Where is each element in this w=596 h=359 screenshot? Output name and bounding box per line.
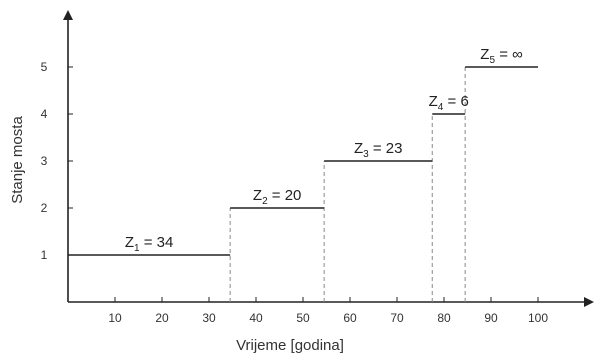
y-tick-label: 1 — [41, 248, 48, 262]
y-tick-label: 5 — [41, 60, 48, 74]
x-tick-label: 50 — [296, 311, 310, 325]
step-labels: Z1 = 34 Z2 = 20 Z3 = 23 Z4 = 6 Z5 = ∞ — [125, 46, 523, 254]
step-label: Z1 = 34 — [125, 234, 174, 254]
x-tick-label: 60 — [343, 311, 357, 325]
step-label: Z2 = 20 — [253, 187, 302, 207]
x-tick-label: 90 — [484, 311, 498, 325]
x-tick-label: 10 — [108, 311, 122, 325]
x-ticks: 10 20 30 40 50 60 70 80 90 100 — [108, 297, 548, 325]
x-tick-label: 70 — [390, 311, 404, 325]
step-label: Z3 = 23 — [354, 140, 403, 160]
step-label: Z5 = ∞ — [480, 46, 523, 66]
x-tick-label: 80 — [437, 311, 451, 325]
x-tick-label: 20 — [155, 311, 169, 325]
x-tick-label: 30 — [202, 311, 216, 325]
y-axis-label: Stanje mosta — [9, 116, 26, 204]
transition-dashes — [229, 67, 466, 302]
axes — [63, 10, 594, 307]
y-tick-label: 2 — [41, 201, 48, 215]
x-axis-label: Vrijeme [godina] — [236, 337, 344, 354]
step-segments — [68, 66, 538, 256]
x-tick-label: 40 — [249, 311, 263, 325]
y-tick-label: 4 — [41, 107, 48, 121]
x-tick-label: 100 — [528, 311, 548, 325]
y-tick-label: 3 — [41, 154, 48, 168]
step-label: Z4 = 6 — [429, 93, 469, 113]
